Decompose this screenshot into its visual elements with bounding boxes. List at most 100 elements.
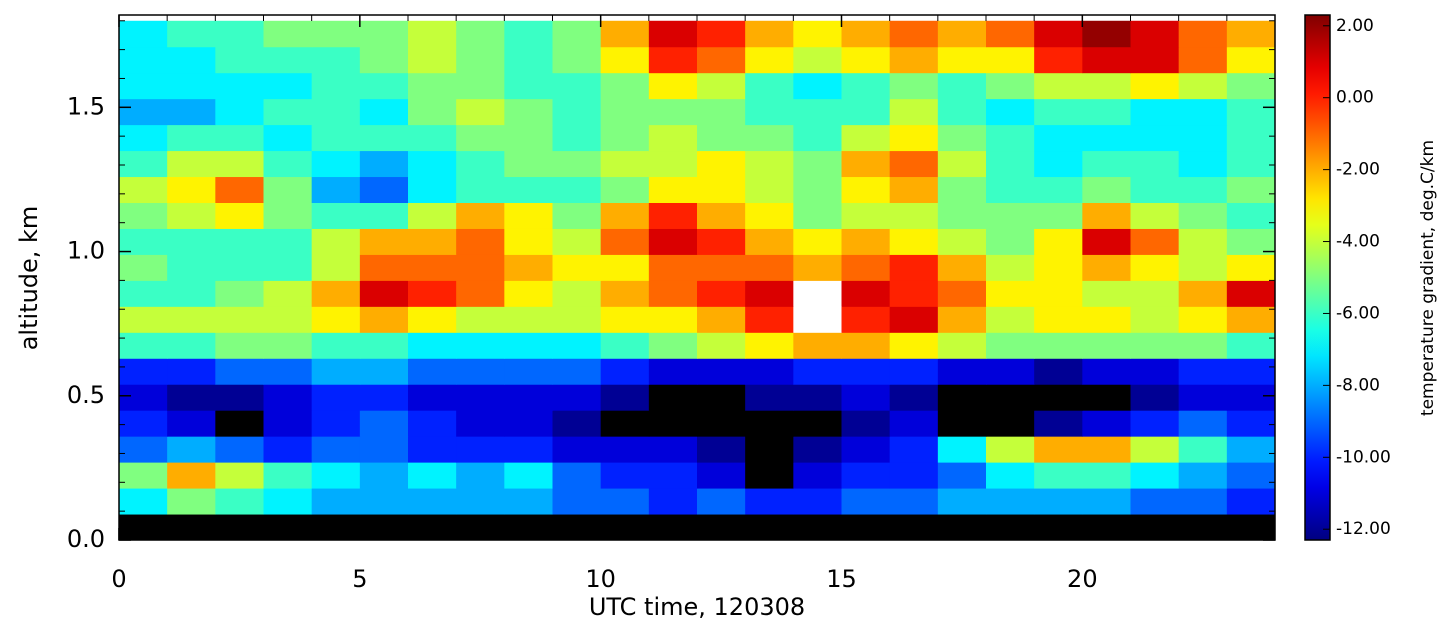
- cell: [552, 98, 602, 126]
- cell: [793, 410, 842, 437]
- colorbar-tick-label: -8.00: [1336, 375, 1380, 395]
- cell: [1130, 176, 1180, 203]
- cell: [1034, 280, 1083, 307]
- cell: [648, 228, 698, 255]
- cell: [986, 150, 1035, 178]
- cell: [408, 254, 457, 281]
- cell: [456, 202, 505, 229]
- cell: [504, 20, 553, 48]
- cell: [263, 280, 313, 307]
- cell: [937, 462, 987, 489]
- cell: [215, 514, 264, 541]
- cell: [697, 280, 746, 307]
- cell: [167, 150, 216, 178]
- cell: [1130, 306, 1180, 333]
- cell: [600, 462, 650, 489]
- colorbar-scale: [1304, 14, 1331, 541]
- cell: [504, 410, 553, 437]
- cell: [552, 150, 602, 178]
- cell: [311, 306, 361, 333]
- cell: [552, 358, 602, 385]
- cell: [1226, 358, 1276, 385]
- cell: [552, 332, 602, 359]
- cell: [167, 436, 216, 463]
- cell: [841, 462, 891, 489]
- cell: [311, 228, 361, 255]
- cell: [648, 176, 698, 203]
- cell: [167, 124, 216, 152]
- x-tick-label: 0: [111, 565, 126, 593]
- cell: [793, 202, 842, 229]
- heatmap: [119, 20, 1276, 541]
- cell: [263, 46, 313, 74]
- cell: [889, 306, 939, 333]
- cell: [889, 20, 939, 48]
- cell: [1226, 20, 1276, 48]
- cell: [600, 150, 650, 178]
- cell: [937, 254, 987, 281]
- cell: [1082, 228, 1131, 255]
- cell: [263, 488, 313, 515]
- cell: [456, 306, 505, 333]
- cell: [648, 332, 698, 359]
- cell: [1082, 150, 1131, 178]
- cell: [552, 384, 602, 411]
- cell: [119, 488, 168, 515]
- cell: [648, 384, 698, 411]
- cell: [1034, 410, 1083, 437]
- cell: [697, 358, 746, 385]
- cell: [456, 72, 505, 100]
- cell: [1130, 20, 1180, 48]
- cell: [408, 46, 457, 74]
- cell: [600, 280, 650, 307]
- y-tick-label: 0.0: [67, 525, 105, 553]
- cell: [1082, 176, 1131, 203]
- cell: [311, 462, 361, 489]
- cell: [1178, 332, 1228, 359]
- cell: [119, 46, 168, 74]
- cell: [986, 202, 1035, 229]
- cell: [408, 150, 457, 178]
- cell: [1178, 306, 1228, 333]
- cell: [793, 462, 842, 489]
- cell: [1130, 332, 1180, 359]
- cell: [889, 514, 939, 541]
- x-tick-label: 15: [826, 565, 857, 593]
- cell: [552, 514, 602, 541]
- cell: [1034, 124, 1083, 152]
- cell: [408, 332, 457, 359]
- cell: [408, 20, 457, 48]
- cell: [263, 98, 313, 126]
- cell: [504, 306, 553, 333]
- cell: [552, 254, 602, 281]
- cell: [889, 228, 939, 255]
- cell: [456, 514, 505, 541]
- cell: [1178, 228, 1228, 255]
- cell: [889, 358, 939, 385]
- cell: [745, 176, 794, 203]
- cell: [311, 410, 361, 437]
- cell: [359, 332, 409, 359]
- cell: [1034, 254, 1083, 281]
- cell: [600, 384, 650, 411]
- axes: 0 5 10 15 20 0.0 0.5 1.0 1.5: [67, 14, 1276, 593]
- cell: [456, 176, 505, 203]
- cell: [600, 124, 650, 152]
- cell: [504, 254, 553, 281]
- cell: [311, 72, 361, 100]
- cell: [1178, 488, 1228, 515]
- cell: [1226, 384, 1276, 411]
- cell: [1034, 514, 1083, 541]
- cell: [889, 410, 939, 437]
- cell: [600, 488, 650, 515]
- cell: [504, 514, 553, 541]
- cell: [1082, 98, 1131, 126]
- cell: [263, 332, 313, 359]
- cell: [119, 358, 168, 385]
- cell: [119, 332, 168, 359]
- cell: [408, 410, 457, 437]
- cell: [311, 280, 361, 307]
- cell: [1130, 410, 1180, 437]
- cell: [986, 384, 1035, 411]
- cell: [167, 20, 216, 48]
